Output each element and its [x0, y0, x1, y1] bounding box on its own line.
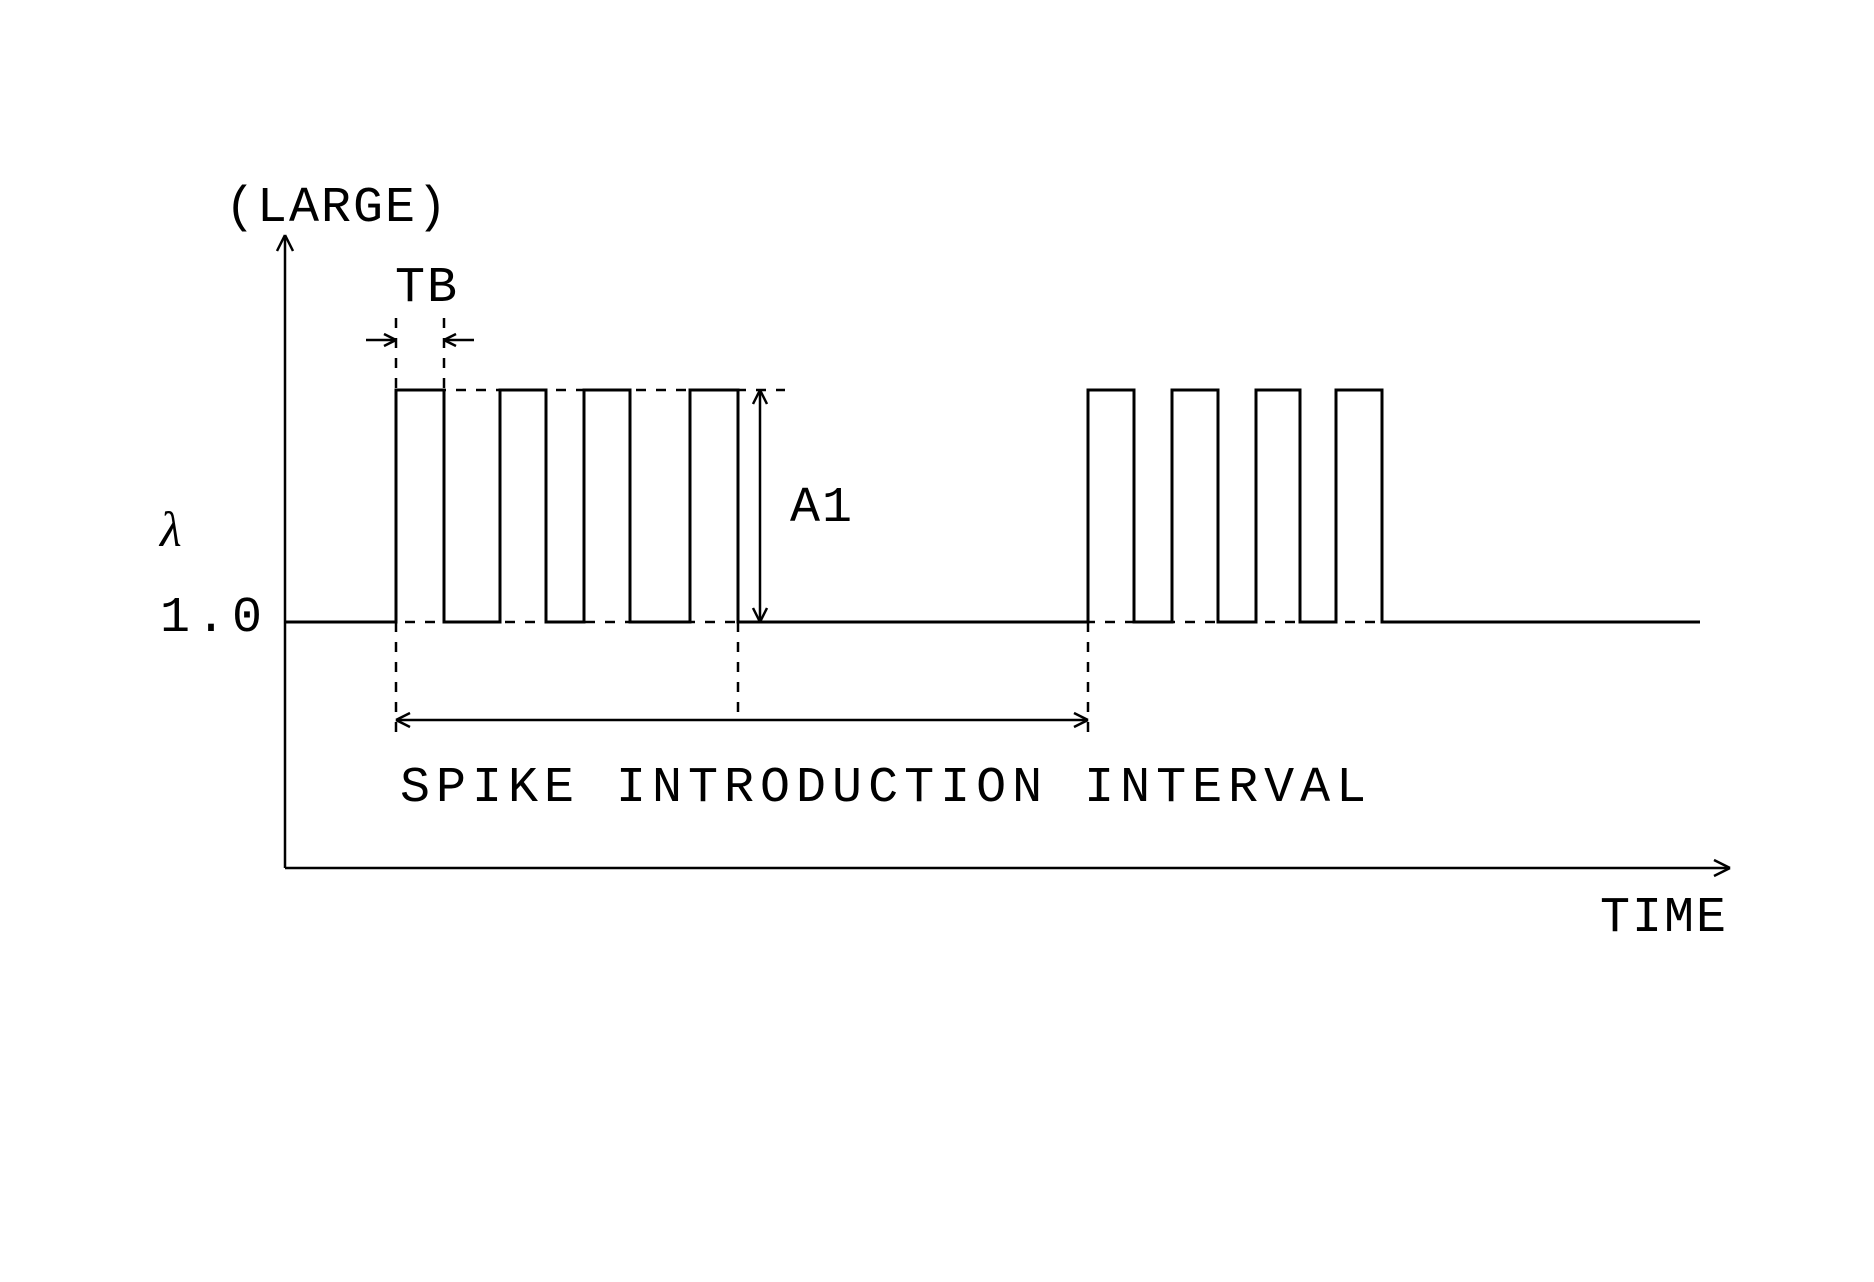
interval-label: SPIKE INTRODUCTION INTERVAL: [400, 760, 1372, 817]
a1-label: A1: [790, 480, 854, 537]
x-axis-time-label: TIME: [1600, 890, 1728, 947]
baseline-value-label: 1.0: [160, 590, 268, 647]
y-axis-lambda-label: λ: [160, 500, 182, 558]
tb-label: TB: [395, 260, 459, 317]
y-axis-large-label: (LARGE): [225, 180, 449, 237]
timing-diagram: (LARGE) TB λ A1 1.0 SPIKE INTRODUCTION I…: [0, 0, 1874, 1282]
